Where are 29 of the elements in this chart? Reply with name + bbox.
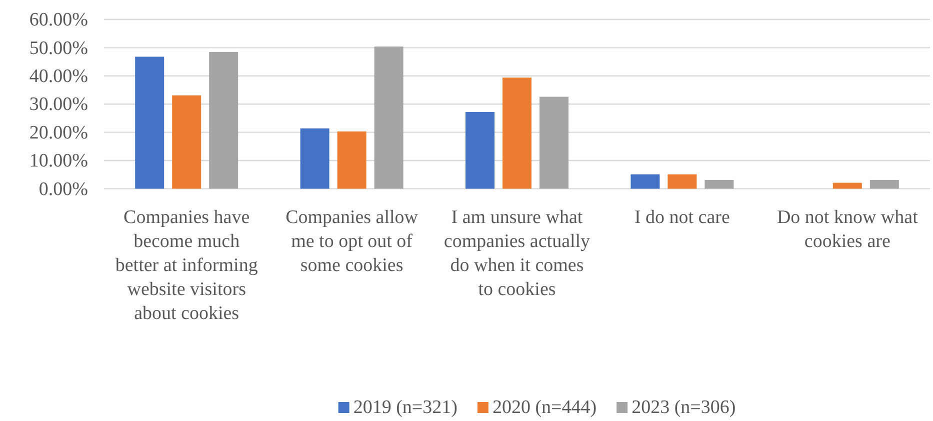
- bar: [300, 128, 330, 189]
- x-tick-label: I do not care: [634, 207, 730, 228]
- bar: [209, 52, 238, 189]
- x-tick-label: Do not know what cookies are: [776, 207, 919, 252]
- bar: [502, 78, 532, 189]
- bar: [466, 112, 494, 189]
- bar: [172, 95, 202, 189]
- bar: [540, 96, 568, 189]
- bar: [832, 182, 862, 189]
- bar: [704, 180, 734, 189]
- y-tick-label: 50.00%: [29, 38, 88, 59]
- bar: [630, 174, 660, 189]
- y-tick-label: 30.00%: [29, 94, 88, 116]
- x-tick-label: I am unsure what companies actually do when it comes to cookies: [444, 207, 591, 300]
- legend-label: 2023 (n=306): [632, 397, 736, 418]
- legend-label: 2019 (n=321): [353, 397, 458, 418]
- y-tick-label: 0.00%: [38, 178, 88, 200]
- bar: [870, 180, 899, 189]
- y-tick-label: 60.00%: [29, 10, 88, 31]
- bar: [374, 46, 404, 189]
- x-tick-label: Companies have become much better at informing website visitors about cookies: [115, 207, 258, 324]
- y-tick-label: 40.00%: [29, 66, 88, 87]
- bar: [668, 174, 697, 189]
- y-tick-label: 20.00%: [29, 122, 88, 144]
- bar: [135, 56, 164, 189]
- bar: [337, 131, 366, 189]
- y-tick-label: 10.00%: [29, 150, 88, 172]
- x-tick-label: Companies allow me to opt out of some cookies: [286, 207, 418, 276]
- legend-label: 2020 (n=444): [492, 397, 597, 418]
